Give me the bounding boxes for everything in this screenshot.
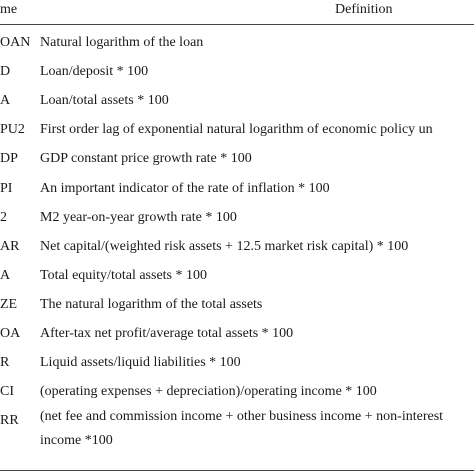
row-name: R: [0, 355, 10, 371]
row-name: OAN: [0, 35, 31, 50]
row-name: OA: [0, 326, 21, 341]
row-definition: After-tax net profit/average total asset…: [40, 326, 294, 341]
row-name: AR: [0, 238, 20, 254]
row-definition: Loan/total assets * 100: [40, 93, 169, 109]
row-definition: Loan/deposit * 100: [40, 64, 149, 80]
row-definition: (net fee and commission income + other b…: [40, 409, 444, 425]
row-name: A: [0, 267, 11, 283]
row-definition: GDP constant price growth rate * 100: [40, 151, 252, 167]
row-definition: An important indicator of the rate of in…: [40, 180, 330, 196]
row-definition: First order lag of exponential natural l…: [40, 122, 433, 138]
row-name: A: [0, 93, 11, 109]
row-definition: Net capital/(weighted risk assets + 12.5…: [40, 238, 409, 254]
bottom-rule: [0, 470, 474, 471]
row-name: CI: [0, 384, 14, 400]
row-definition: Total equity/total assets * 100: [40, 267, 207, 283]
header-rule: [0, 24, 474, 25]
row-name: RR: [0, 413, 19, 429]
header-definition: Definition: [335, 2, 393, 17]
row-definition: Liquid assets/liquid liabilities * 100: [40, 355, 241, 371]
row-name: 2: [0, 209, 7, 225]
row-name: DP: [0, 151, 18, 167]
row-definition: Natural logarithm of the loan: [40, 35, 204, 50]
row-definition: The natural logarithm of the total asset…: [40, 296, 263, 312]
row-definition: income *100: [40, 433, 113, 449]
row-name: PU2: [0, 122, 25, 138]
header-name: me: [0, 2, 18, 17]
row-name: PI: [0, 180, 13, 196]
row-name: D: [0, 64, 11, 80]
row-definition: (operating expenses + depreciation)/oper…: [40, 384, 377, 400]
row-name: ZE: [0, 296, 18, 312]
row-definition: M2 year-on-year growth rate * 100: [40, 209, 237, 225]
